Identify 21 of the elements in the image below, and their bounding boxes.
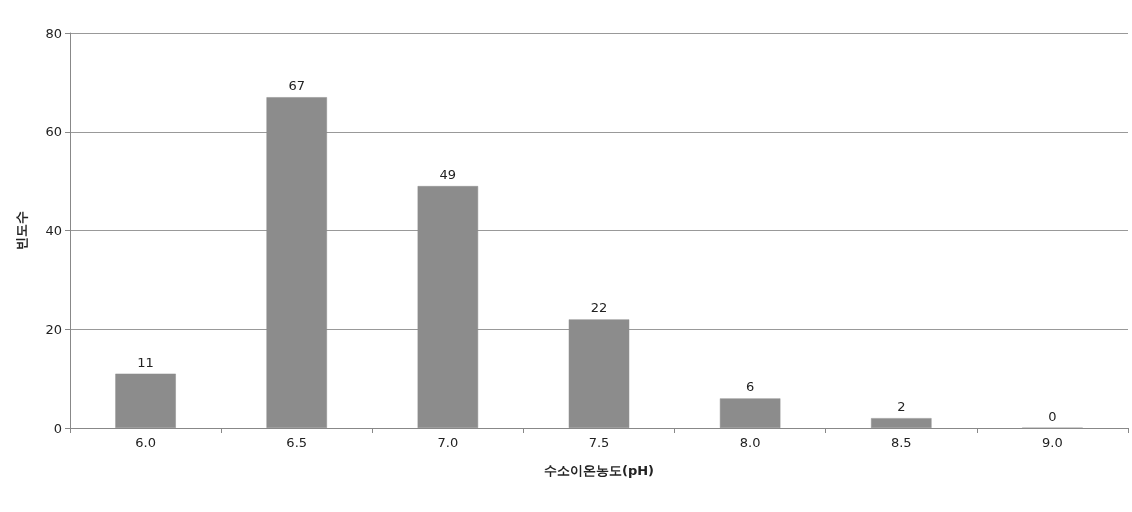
x-tick-label: 6.0	[135, 435, 156, 450]
data-label: 2	[897, 399, 906, 415]
x-tick-label: 8.0	[739, 435, 761, 450]
data-label: 0	[1048, 408, 1057, 424]
y-tick-label: 0	[53, 420, 62, 436]
data-label: 11	[137, 354, 154, 370]
y-tick-label: 40	[45, 223, 62, 238]
y-tick-label: 20	[45, 321, 62, 337]
y-tick-label: 80	[45, 25, 62, 41]
data-label: 22	[590, 300, 608, 316]
data-label: 6	[746, 379, 755, 395]
x-tick-label: 7.0	[437, 435, 459, 450]
x-tick-label: 9.0	[1042, 435, 1063, 450]
y-tick-label: 60	[45, 124, 62, 140]
x-tick-label: 7.5	[588, 435, 610, 450]
y-axis-title: 빈도수	[14, 211, 29, 250]
x-tick-label: 8.5	[890, 435, 912, 450]
x-axis-title: 수소이온농도(pH)	[543, 463, 655, 478]
data-label: 49	[439, 167, 457, 183]
x-tick-label: 6.5	[286, 435, 308, 450]
data-label: 67	[288, 78, 305, 94]
